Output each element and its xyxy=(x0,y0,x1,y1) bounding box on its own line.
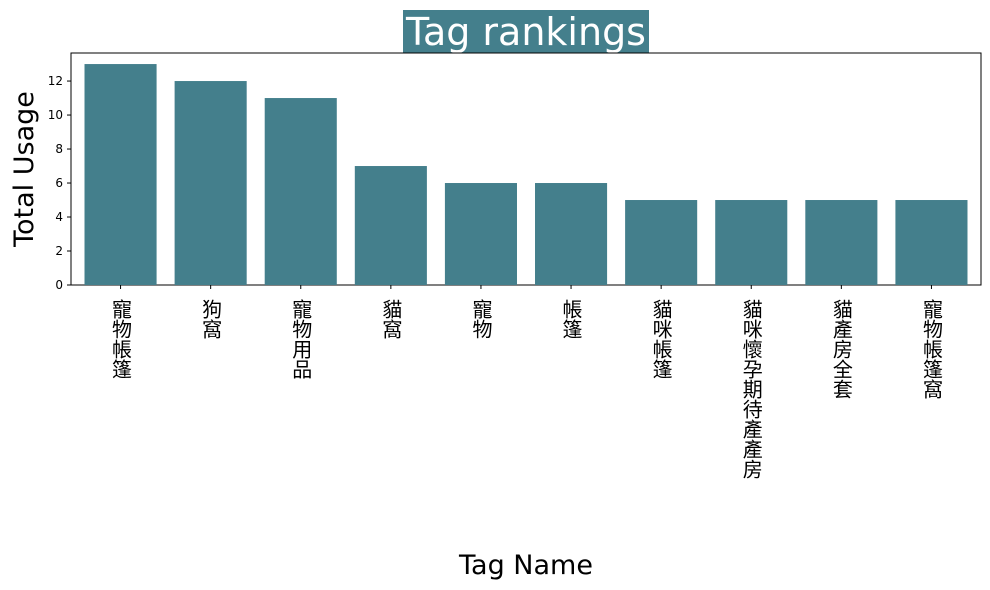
x-axis-title: Tag Name xyxy=(458,550,593,581)
y-tick-label: 8 xyxy=(55,142,63,156)
bar-4 xyxy=(444,183,517,285)
chart-title: Tag rankings xyxy=(405,10,646,54)
y-tick-label: 10 xyxy=(48,108,63,122)
y-tick-label: 2 xyxy=(55,244,63,258)
x-tick-label: 貓產房全套 xyxy=(829,299,853,399)
x-tick-label: 帳篷 xyxy=(559,299,583,339)
bar-8 xyxy=(805,200,878,285)
x-tick-label: 寵物用品 xyxy=(289,299,313,379)
bar-5 xyxy=(535,183,608,285)
chart-title-background xyxy=(403,10,649,53)
bar-1 xyxy=(174,81,247,285)
bar-9 xyxy=(895,200,968,285)
x-tick-label: 貓咪懷孕期待產產房 xyxy=(739,299,763,479)
y-axis: 0 2 4 6 8 10 12 xyxy=(48,74,71,292)
y-tick-label: 4 xyxy=(55,210,63,224)
chart-title-group: Tag rankings xyxy=(403,10,649,54)
x-tick-label: 寵物帳篷窩 xyxy=(919,299,943,399)
bar-3 xyxy=(354,166,427,285)
y-tick-label: 6 xyxy=(55,176,63,190)
x-tick-label: 貓咪帳篷 xyxy=(649,299,673,379)
plot-area xyxy=(70,52,982,286)
y-tick-label: 12 xyxy=(48,74,63,88)
x-tick-label: 狗窩 xyxy=(199,299,223,339)
x-axis: 寵物帳篷 狗窩 寵物用品 貓窩 寵物 帳篷 貓咪帳篷 貓咪懷孕期待產產房 貓產房全套 寵物帳篷窩 xyxy=(109,285,943,479)
bars-group xyxy=(84,64,968,285)
bar-7 xyxy=(715,200,788,285)
bar-0 xyxy=(84,64,157,285)
y-tick-label: 0 xyxy=(55,278,63,292)
x-tick-label: 貓窩 xyxy=(379,299,403,339)
x-tick-label: 寵物帳篷 xyxy=(109,299,133,379)
bar-2 xyxy=(264,98,337,285)
bar-6 xyxy=(625,200,698,285)
y-axis-title: Total Usage xyxy=(9,91,40,248)
x-tick-label: 寵物 xyxy=(469,299,493,339)
